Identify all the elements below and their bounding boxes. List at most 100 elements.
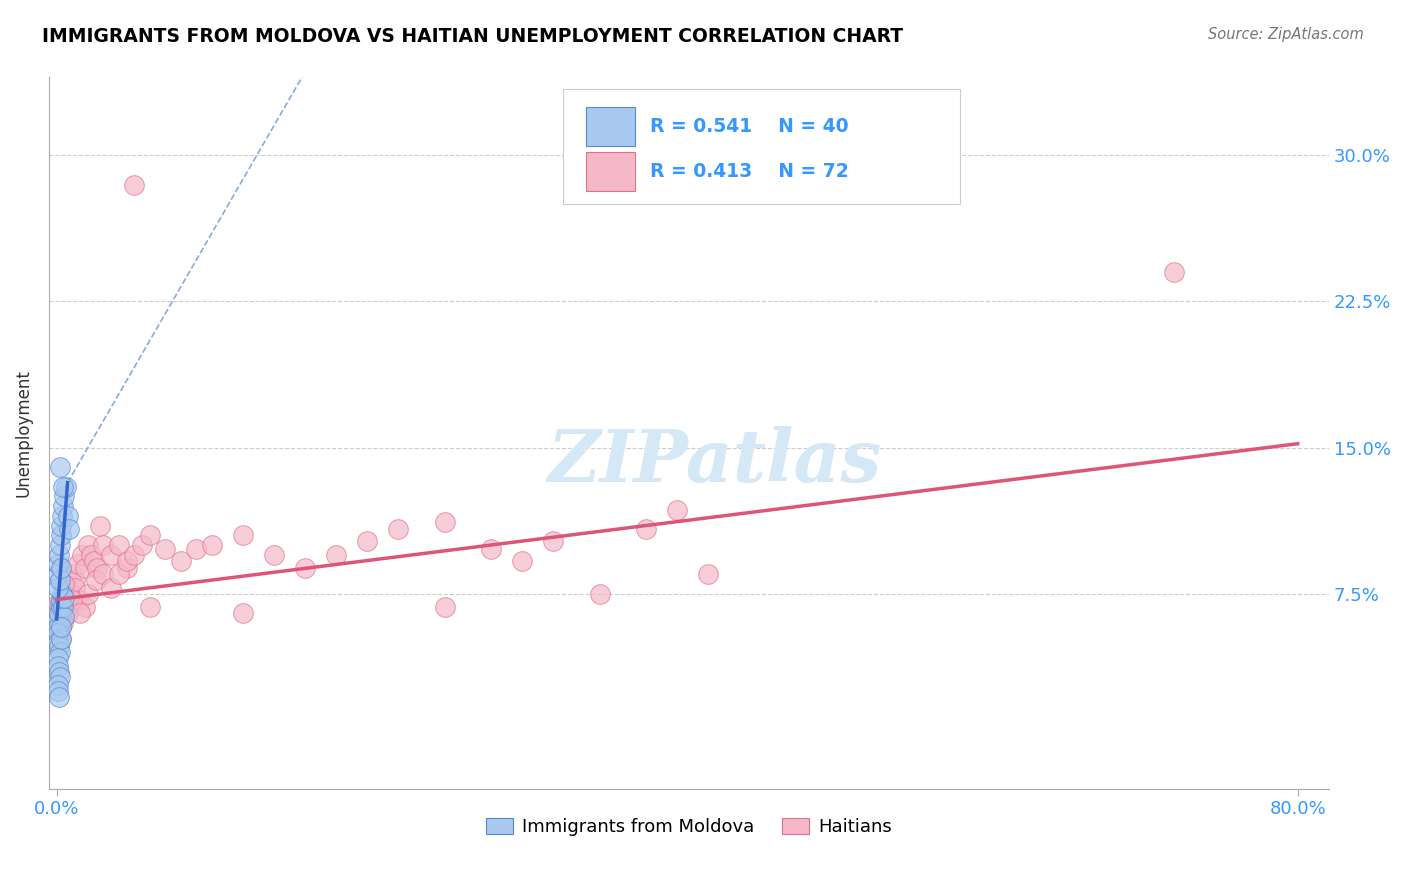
Point [201, 538, 224, 552]
Point [325, 548, 347, 562]
Point [53, 577, 76, 591]
FancyBboxPatch shape [564, 89, 960, 204]
Point [49, 573, 72, 587]
Point [89, 518, 111, 533]
Point [356, 534, 378, 549]
Text: R = 0.413    N = 72: R = 0.413 N = 72 [651, 161, 849, 181]
Point [51, 508, 73, 523]
Point [49, 460, 72, 475]
Point [232, 606, 254, 620]
Point [49, 528, 72, 542]
Point [65, 581, 87, 595]
Point [91, 538, 114, 552]
Point [589, 587, 612, 601]
Point [58, 587, 80, 601]
Point [76, 538, 98, 552]
Point [1163, 265, 1185, 279]
Point [83, 553, 105, 567]
Point [46, 597, 69, 611]
Point [70, 548, 93, 562]
Point [60, 587, 83, 601]
Point [51, 620, 73, 634]
Point [76, 587, 98, 601]
Point [80, 548, 103, 562]
Point [115, 553, 138, 567]
Text: ZIPatlas: ZIPatlas [547, 425, 882, 497]
Point [49, 538, 72, 552]
Point [100, 581, 122, 595]
Point [49, 671, 72, 685]
Point [46, 612, 69, 626]
Point [46, 678, 69, 692]
Point [433, 600, 456, 615]
Point [48, 640, 70, 654]
Point [48, 548, 70, 562]
Point [49, 620, 72, 634]
Point [46, 625, 69, 640]
Point [53, 606, 76, 620]
Y-axis label: Unemployment: Unemployment [15, 369, 32, 497]
Point [263, 548, 285, 562]
Point [53, 587, 76, 601]
Point [46, 658, 69, 673]
Point [55, 479, 77, 493]
Point [51, 518, 73, 533]
Point [56, 508, 79, 523]
Point [48, 606, 70, 620]
Point [84, 573, 107, 587]
Point [46, 635, 69, 649]
Point [294, 561, 316, 575]
Point [67, 558, 90, 572]
Point [60, 567, 83, 582]
Point [51, 606, 73, 620]
Point [52, 610, 75, 624]
Point [59, 597, 82, 611]
Point [48, 690, 70, 704]
Point [170, 553, 193, 567]
Point [48, 665, 70, 679]
Point [107, 567, 129, 582]
Point [124, 178, 146, 192]
Point [86, 561, 108, 575]
Point [69, 606, 91, 620]
Point [53, 591, 76, 605]
Point [49, 600, 72, 615]
Point [107, 538, 129, 552]
Point [46, 612, 69, 626]
Point [433, 515, 456, 529]
Text: IMMIGRANTS FROM MOLDOVA VS HAITIAN UNEMPLOYMENT CORRELATION CHART: IMMIGRANTS FROM MOLDOVA VS HAITIAN UNEMP… [42, 27, 903, 45]
Point [51, 592, 73, 607]
Point [49, 645, 72, 659]
Point [46, 558, 69, 572]
Point [69, 592, 91, 607]
Point [91, 567, 114, 582]
Point [52, 592, 75, 607]
Point [100, 548, 122, 562]
Point [51, 587, 73, 601]
Point [58, 523, 80, 537]
Point [49, 615, 72, 630]
Point [124, 548, 146, 562]
FancyBboxPatch shape [586, 107, 636, 146]
Point [49, 600, 72, 615]
Point [479, 541, 502, 556]
Point [65, 573, 87, 587]
Point [139, 600, 162, 615]
Point [73, 600, 96, 615]
Point [155, 541, 177, 556]
Point [186, 541, 208, 556]
Point [232, 528, 254, 542]
Point [697, 567, 720, 582]
Text: R = 0.541    N = 40: R = 0.541 N = 40 [651, 117, 849, 136]
Point [46, 567, 69, 582]
Point [49, 632, 72, 646]
FancyBboxPatch shape [586, 153, 636, 191]
Point [58, 600, 80, 615]
Point [510, 553, 533, 567]
Point [49, 597, 72, 611]
Point [46, 684, 69, 698]
Point [51, 561, 73, 575]
Point [46, 581, 69, 595]
Point [73, 561, 96, 575]
Point [46, 651, 69, 665]
